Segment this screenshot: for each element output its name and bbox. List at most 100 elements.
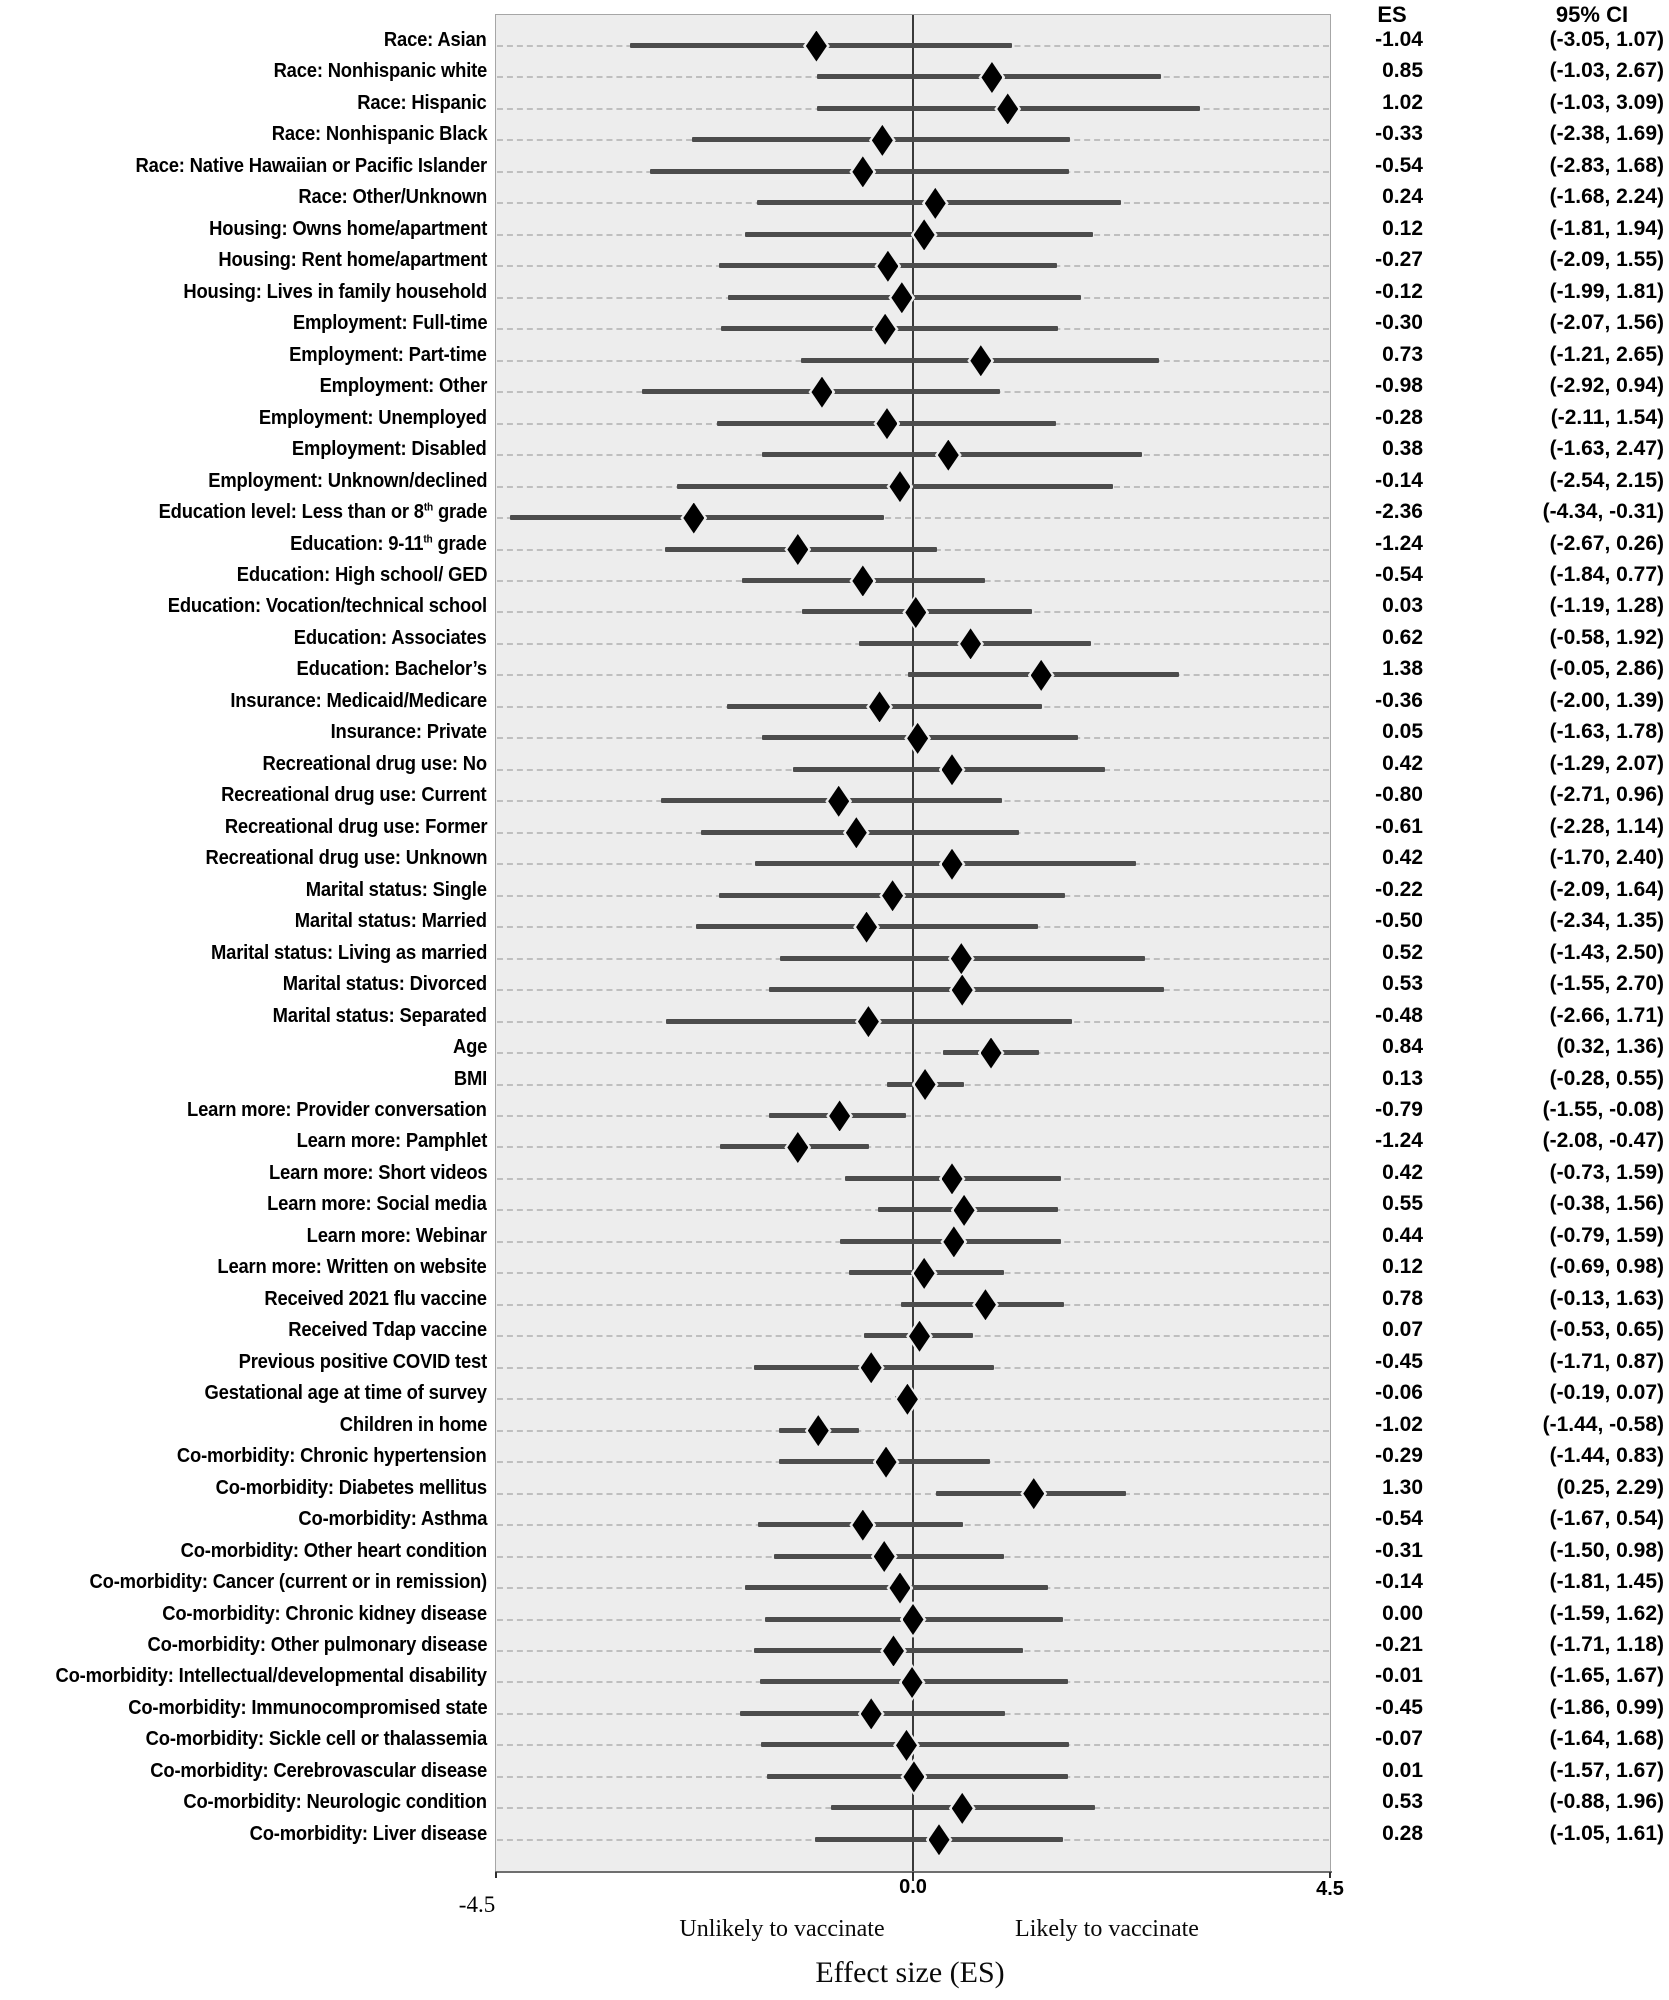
ci-column-header: 95% CI (1555, 2, 1629, 27)
confidence-interval-value: (-2.08, -0.47) (1542, 1129, 1664, 1153)
effect-size-value: 0.52 (1382, 940, 1423, 964)
row-label-text: Learn more: Written on website (217, 1256, 487, 1279)
effect-size-value: 0.24 (1382, 185, 1423, 209)
effect-size-marker (891, 282, 913, 314)
row-label-text: Learn more: Pamphlet (296, 1130, 487, 1153)
row-label: Housing: Rent home/apartment (0, 246, 487, 274)
row-label: Employment: Unemployed (0, 404, 487, 432)
effect-size-value: -0.21 (1375, 1632, 1423, 1656)
effect-size-value: 0.84 (1382, 1035, 1423, 1059)
effect-size-marker (882, 880, 904, 912)
effect-size-marker (902, 1604, 924, 1635)
effect-size-value: -0.30 (1375, 311, 1423, 335)
row-label-text: Co-morbidity: Chronic hypertension (177, 1445, 487, 1468)
row-label-text: Co-morbidity: Intellectual/developmental… (55, 1665, 487, 1688)
effect-size-marker (913, 219, 935, 251)
effect-size-marker (909, 1320, 930, 1352)
effect-size-value: 0.53 (1382, 1790, 1423, 1814)
confidence-interval-value: (-2.92, 0.94) (1549, 374, 1664, 398)
effect-size-marker (889, 1572, 911, 1604)
x-axis-title: Effect size (ES) (815, 1956, 1005, 1989)
row-label: Insurance: Private (0, 718, 487, 746)
row-label-text: Co-morbidity: Neurologic condition (183, 1791, 488, 1814)
row-label-text: Recreational drug use: Former (224, 815, 487, 838)
row-label: Previous positive COVID test (0, 1348, 488, 1376)
x-axis-tick-mark-zero (912, 1872, 914, 1881)
effect-size-value: -0.06 (1375, 1381, 1423, 1405)
effect-size-marker (807, 1415, 829, 1447)
confidence-interval-value: (-1.99, 1.81) (1549, 279, 1664, 303)
row-label: Education: Vocation/technical school (0, 592, 487, 620)
effect-size-marker (943, 1226, 965, 1258)
effect-size-marker (852, 156, 874, 188)
row-label-text: Housing: Rent home/apartment (218, 249, 487, 272)
effect-size-value: 0.13 (1382, 1066, 1423, 1090)
effect-size-value: 0.12 (1382, 1255, 1423, 1279)
effect-size-marker (876, 408, 898, 440)
row-label-text: Gestational age at time of survey (204, 1382, 487, 1405)
effect-size-marker (787, 1131, 809, 1163)
row-label-text: Co-morbidity: Sickle cell or thalassemia (145, 1728, 488, 1751)
effect-size-marker (896, 1383, 918, 1415)
confidence-interval-value: (-2.71, 0.96) (1549, 783, 1664, 807)
row-label-text: Learn more: Short videos (268, 1161, 488, 1184)
confidence-interval-value: (-1.63, 1.78) (1549, 720, 1664, 744)
effect-size-value: 0.62 (1382, 625, 1423, 649)
effect-size-marker (871, 124, 893, 156)
row-label: Marital status: Living as married (0, 939, 487, 967)
axis-annotation-unlikely: Unlikely to vaccinate (679, 1916, 885, 1942)
confidence-interval-value: (-1.68, 2.24) (1549, 185, 1664, 209)
row-label: Co-morbidity: Liver disease (0, 1820, 488, 1848)
confidence-interval-value: (-2.67, 0.26) (1549, 531, 1664, 555)
confidence-interval-value: (-2.11, 1.54) (1550, 405, 1664, 429)
effect-size-value: -0.07 (1375, 1727, 1423, 1751)
confidence-interval-value: (-0.79, 1.59) (1549, 1223, 1664, 1247)
confidence-interval-value: (-1.65, 1.67) (1549, 1664, 1664, 1688)
row-label: Marital status: Separated (0, 1002, 487, 1030)
row-label-text: BMI (453, 1067, 487, 1090)
row-label-text: Learn more: Social media (267, 1193, 487, 1216)
effect-size-value: 0.55 (1382, 1192, 1423, 1216)
confidence-interval-value: (-4.34, -0.31) (1542, 500, 1664, 524)
confidence-interval-value: (-2.28, 1.14) (1549, 814, 1664, 838)
confidence-interval-value: (-0.05, 2.86) (1549, 657, 1664, 681)
effect-size-value: 0.12 (1382, 216, 1423, 240)
row-label: Marital status: Single (0, 876, 487, 904)
effect-size-value: 1.02 (1382, 90, 1423, 114)
effect-size-value: 0.00 (1382, 1601, 1423, 1625)
row-label-text: Education: Associates (294, 626, 487, 649)
row-label-text: Co-morbidity: Liver disease (249, 1822, 488, 1845)
effect-size-value: -1.24 (1375, 531, 1423, 555)
confidence-interval-value: (-0.28, 0.55) (1549, 1066, 1664, 1090)
effect-size-value: 0.53 (1382, 972, 1423, 996)
confidence-interval-value: (-1.29, 2.07) (1549, 751, 1664, 775)
row-label-text: Employment: Full-time (292, 312, 488, 335)
x-axis-tick-mark-right (1329, 1872, 1331, 1878)
effect-size-value: -0.01 (1375, 1664, 1423, 1688)
row-label: Race: Hispanic (0, 89, 488, 117)
row-label: Co-morbidity: Other pulmonary disease (0, 1631, 487, 1659)
confidence-interval-value: (-0.88, 1.96) (1549, 1790, 1664, 1814)
row-label: Employment: Full-time (0, 309, 488, 337)
confidence-interval-value: (-0.38, 1.56) (1549, 1192, 1664, 1216)
row-label: Learn more: Webinar (0, 1222, 487, 1250)
row-label: Co-morbidity: Cerebrovascular disease (0, 1757, 487, 1785)
row-label: Co-morbidity: Chronic kidney disease (0, 1600, 487, 1628)
effect-size-marker (829, 1100, 851, 1132)
x-axis-tick-label-right: 4.5 (1316, 1878, 1344, 1900)
row-label: Race: Nonhispanic white (0, 57, 487, 85)
row-label: Housing: Owns home/apartment (0, 215, 487, 243)
effect-size-value: -0.33 (1375, 122, 1423, 146)
row-label: Education: Associates (0, 624, 487, 652)
effect-size-value: 0.73 (1382, 342, 1423, 366)
confidence-interval-value: (-1.43, 2.50) (1549, 940, 1664, 964)
confidence-interval-value: (-3.05, 1.07) (1549, 28, 1664, 51)
row-gridline (497, 1492, 1329, 1495)
effect-size-value: 0.42 (1382, 846, 1423, 870)
axis-annotation-likely: Likely to vaccinate (1015, 1916, 1199, 1942)
effect-size-marker (875, 1446, 897, 1478)
row-gridline (497, 1429, 1329, 1432)
confidence-interval-value: (-1.05, 1.61) (1549, 1821, 1664, 1845)
effect-size-marker (951, 974, 973, 1006)
effect-size-value: -0.45 (1375, 1695, 1423, 1719)
